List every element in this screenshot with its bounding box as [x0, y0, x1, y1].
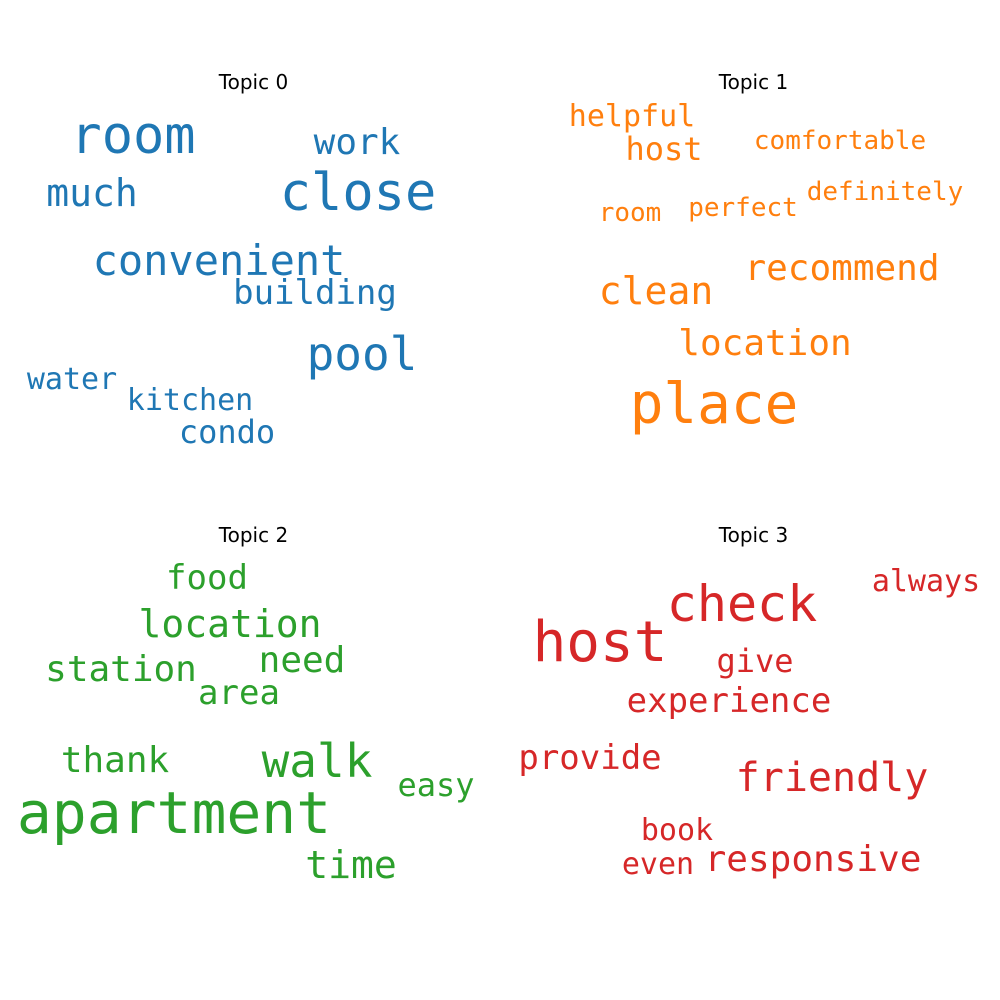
topic-3-word-book: book [640, 813, 714, 848]
topic-3-word-host: host [532, 610, 668, 675]
topic-2-word-apartment: apartment [16, 779, 332, 847]
topic-3-word-check: check [666, 575, 818, 633]
topic-1-word-host: host [625, 130, 703, 168]
topic-0-word-kitchen: kitchen [126, 383, 254, 418]
topic-1-word-comfortable: comfortable [753, 126, 927, 156]
topic-0-word-pool: pool [306, 327, 418, 381]
topic-1-wordcloud: helpful host comfortable definitely room perf… [500, 0, 1000, 500]
topic-2-word-food: food [166, 558, 248, 598]
topic-2-wordcloud: food location station need area walk thank easy… [0, 453, 500, 953]
topic-2-word-thank: thank [60, 740, 170, 781]
topic-3-word-even: even [621, 847, 695, 882]
topic-3-title: Topic 3 [718, 523, 789, 547]
topic-0-word-close: close [279, 163, 437, 223]
topic-2-panel: Topic 2 food location station need area walk t… [0, 453, 500, 953]
topic-2-title: Topic 2 [218, 523, 289, 547]
topic-3-word-responsive: responsive [704, 839, 922, 880]
topic-0-panel: Topic 0 room close work much convenient build… [0, 0, 500, 500]
topic-1-title: Topic 1 [718, 70, 789, 94]
topic-0-word-water: water [26, 362, 118, 397]
topic-1-word-definitely: definitely [806, 177, 964, 207]
topic-3-word-provide: provide [518, 738, 662, 778]
topic-2-word-time: time [305, 843, 397, 887]
topic-3-word-always: always [871, 564, 981, 599]
topic-2-word-location: location [138, 602, 322, 646]
topic-0-title: Topic 0 [218, 70, 289, 94]
topic-2-word-walk: walk [261, 734, 373, 788]
topic-2-word-area: area [198, 673, 280, 713]
topic-2-word-need: need [258, 640, 346, 681]
topic-0-word-convenient: convenient [92, 236, 346, 285]
topic-1-word-place: place [629, 372, 799, 437]
topic-3-word-friendly: friendly [735, 755, 929, 801]
topic-3-word-give: give [716, 642, 794, 680]
topic-0-word-room: room [70, 106, 196, 166]
topic-0-word-building: building [233, 273, 397, 313]
topic-0-word-much: much [46, 171, 138, 215]
topic-1-word-perfect: perfect [688, 193, 798, 223]
topic-0-word-condo: condo [178, 413, 276, 451]
topic-1-word-location: location [678, 323, 852, 364]
topic-3-panel: Topic 3 check always host give experience pro… [500, 453, 1000, 953]
topic-1-word-clean: clean [598, 269, 714, 313]
topic-0-wordcloud: room close work much convenient building pool w… [0, 0, 500, 500]
topic-1-word-helpful: helpful [568, 99, 696, 134]
topic-1-word-room: room [598, 198, 662, 228]
topic-0-word-work: work [313, 122, 401, 163]
topic-3-wordcloud: check always host give experience provide frie… [500, 453, 1000, 953]
topic-2-word-easy: easy [397, 766, 475, 804]
topic-1-word-recommend: recommend [744, 248, 940, 289]
topic-3-word-experience: experience [626, 681, 832, 721]
topic-1-panel: Topic 1 helpful host comfortable definitely… [500, 0, 1000, 500]
topic-2-word-station: station [45, 649, 197, 690]
